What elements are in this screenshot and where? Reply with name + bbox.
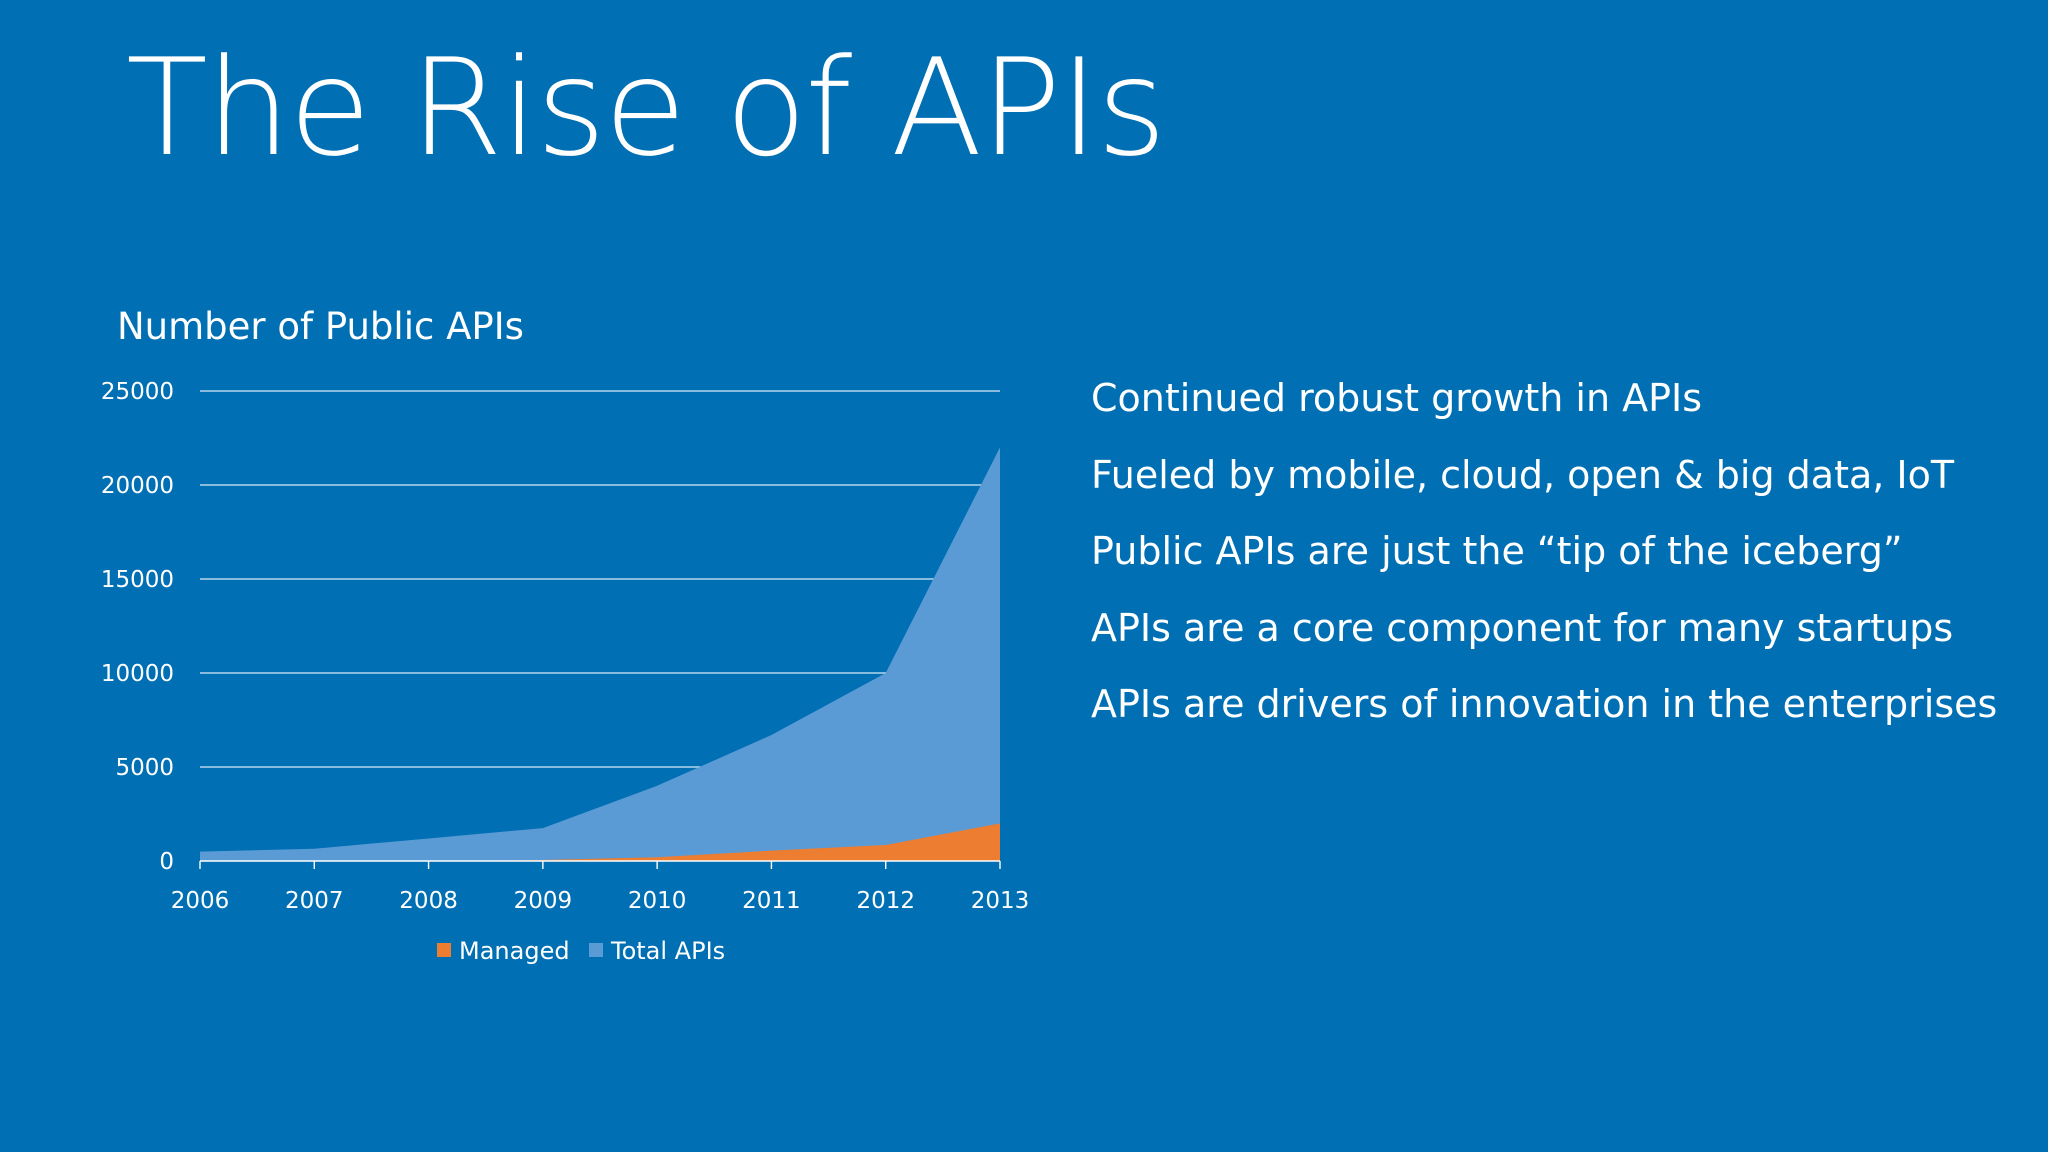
bullet-item: Fueled by mobile, cloud, open & big data…: [1091, 452, 1955, 497]
x-tick-label: 2010: [628, 888, 687, 914]
area-managed: [200, 823, 1000, 861]
x-tick-label: 2011: [742, 888, 801, 914]
y-tick-label: 10000: [101, 661, 174, 687]
bullet-item: APIs are a core component for many start…: [1091, 605, 1954, 650]
y-tick-label: 25000: [101, 379, 174, 405]
legend-label: Managed: [459, 937, 570, 965]
legend-swatch-total-apis: [589, 943, 603, 957]
x-tick-label: 2009: [514, 888, 573, 914]
x-tick-label: 2013: [971, 888, 1030, 914]
chart-title: Number of Public APIs: [117, 305, 524, 348]
x-tick-label: 2007: [285, 888, 344, 914]
y-tick-label: 5000: [115, 755, 174, 781]
legend-swatch-managed: [437, 943, 451, 957]
bullet-list: Continued robust growth in APIs Fueled b…: [1091, 360, 1997, 743]
bullet-item: Public APIs are just the “tip of the ice…: [1091, 529, 1903, 573]
y-tick-label: 0: [159, 849, 174, 875]
x-tick-label: 2012: [856, 888, 915, 914]
slide-title: The Rise of APIs: [126, 30, 1167, 186]
bullet-item: APIs are drivers of innovation in the en…: [1091, 682, 1998, 726]
x-tick-label: 2006: [171, 888, 230, 914]
y-tick-label: 20000: [101, 473, 174, 499]
y-tick-label: 15000: [101, 567, 174, 593]
legend-label: Total APIs: [610, 937, 725, 965]
x-tick-label: 2008: [399, 888, 458, 914]
bullet-item: Continued robust growth in APIs: [1091, 376, 1703, 420]
area-total-apis: [200, 447, 1000, 861]
